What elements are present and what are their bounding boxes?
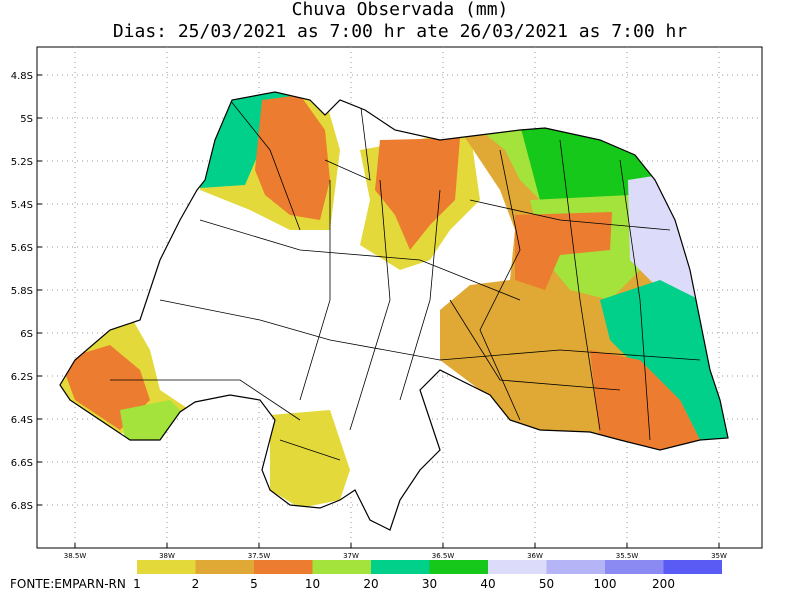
municipality-borders — [110, 99, 701, 461]
lat-label: 5.6S — [11, 243, 33, 254]
legend-label: 50 — [539, 577, 554, 591]
lon-label: 35W — [711, 552, 727, 560]
title: Chuva Observada (mm) — [292, 0, 509, 20]
legend-swatch — [546, 560, 605, 574]
map-frame — [36, 46, 763, 549]
lon-label: 38W — [159, 552, 175, 560]
source: FONTE:EMPARN-RN — [10, 577, 126, 591]
legend-label: 200 — [652, 577, 675, 591]
legend-swatch — [137, 560, 196, 574]
lat-label: 6.6S — [11, 458, 33, 469]
rain-area — [590, 350, 700, 450]
rain-area — [515, 212, 612, 290]
lon-label: 35.5W — [616, 552, 639, 560]
legend: 1 2 5 10 20 30 40 50 100 200 — [133, 560, 722, 591]
legend-swatch — [371, 560, 430, 574]
lat-label: 6S — [20, 329, 33, 340]
lat-label: 6.8S — [11, 501, 33, 512]
subtitle: Dias: 25/03/2021 as 7:00 hr ate 26/03/20… — [113, 21, 688, 42]
lat-label: 6.4S — [11, 415, 33, 426]
legend-swatch — [312, 560, 371, 574]
lon-label: 37.5W — [248, 552, 271, 560]
lat-label: 5.4S — [11, 200, 33, 211]
rain-area — [270, 410, 350, 508]
lat-label: 4.8S — [11, 71, 33, 82]
legend-swatch — [429, 560, 488, 574]
legend-label: 20 — [363, 577, 378, 591]
legend-label: 2 — [192, 577, 200, 591]
rain-area — [600, 280, 728, 450]
legend-label: 5 — [250, 577, 258, 591]
legend-label: 40 — [480, 577, 495, 591]
legend-swatch — [605, 560, 664, 574]
rain-area — [375, 138, 460, 250]
rain-area — [255, 95, 330, 220]
legend-label: 100 — [594, 577, 617, 591]
legend-label: 30 — [422, 577, 437, 591]
legend-swatch — [488, 560, 547, 574]
legend-label: 1 — [133, 577, 141, 591]
lon-label: 38.5W — [64, 552, 87, 560]
legend-label: 10 — [305, 577, 320, 591]
lon-label: 37W — [343, 552, 359, 560]
lat-label: 6.2S — [11, 372, 33, 383]
lon-label: 36W — [527, 552, 543, 560]
lat-label: 5.2S — [11, 157, 33, 168]
rain-area — [628, 175, 695, 300]
lat-label: 5S — [20, 114, 33, 125]
legend-swatch — [195, 560, 254, 574]
lon-label: 36.5W — [432, 552, 455, 560]
legend-swatch — [663, 560, 722, 574]
lat-label: 5.8S — [11, 286, 33, 297]
legend-swatch — [254, 560, 313, 574]
